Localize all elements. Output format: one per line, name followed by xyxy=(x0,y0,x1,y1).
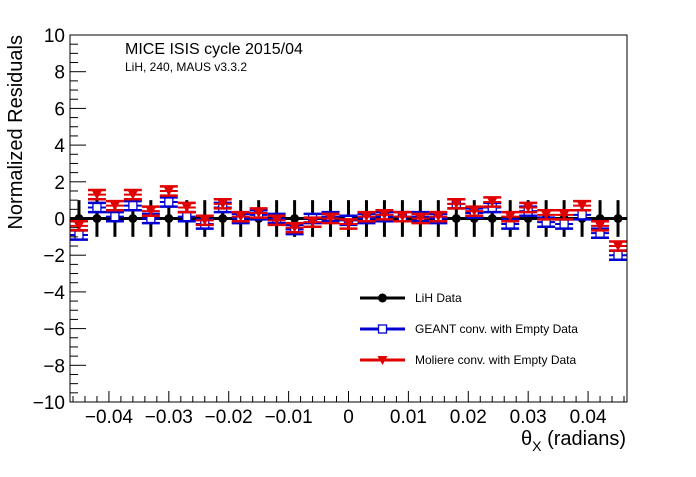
x-tick-label: 0.02 xyxy=(450,407,487,428)
data-point xyxy=(613,250,623,260)
y-tick-label: 0 xyxy=(54,210,65,231)
x-tick-label: −0.04 xyxy=(85,407,134,428)
data-point xyxy=(577,201,588,211)
data-point xyxy=(181,203,192,213)
y-tick-label: 4 xyxy=(54,136,65,157)
legend-entry: GEANT conv. with Empty Data xyxy=(360,322,578,336)
x-tick-label: 0.01 xyxy=(390,407,427,428)
data-point xyxy=(397,212,408,222)
legend: LiH Data GEANT conv. with Empty Data Molie… xyxy=(360,291,578,367)
data-point xyxy=(164,197,174,207)
x-tick-label: 0 xyxy=(343,407,354,428)
y-tick-label: −8 xyxy=(43,356,65,377)
data-point xyxy=(92,214,102,223)
x-tick-label: −0.01 xyxy=(265,407,313,428)
data-point xyxy=(91,190,102,200)
data-point xyxy=(307,218,318,228)
data-point xyxy=(487,197,498,207)
data-point xyxy=(377,356,388,365)
data-point xyxy=(595,221,606,231)
chart-subtitle: LiH, 240, MAUS v3.3.2 xyxy=(125,60,247,74)
axes: −0.04 −0.03 −0.02 −0.01 0 0.01 0.02 0.03 0.04 −10… xyxy=(33,26,625,428)
data-point xyxy=(469,207,480,217)
data-point xyxy=(577,210,587,220)
data-point xyxy=(343,220,354,230)
plot-marks xyxy=(70,185,627,262)
x-tick-label: −0.03 xyxy=(145,407,193,428)
y-tick-label: −4 xyxy=(43,283,65,304)
data-point xyxy=(74,230,84,240)
data-point xyxy=(253,208,264,218)
legend-label: Moliere conv. with Empty Data xyxy=(415,353,576,367)
x-tick-label: 0.04 xyxy=(570,407,607,428)
y-tick-label: −10 xyxy=(33,393,65,414)
data-point xyxy=(128,201,138,211)
data-point xyxy=(451,199,462,209)
legend-label: LiH Data xyxy=(415,291,462,305)
data-point xyxy=(289,223,300,233)
data-point xyxy=(325,214,336,224)
data-point xyxy=(379,210,390,220)
x-axis-label-unit: (radians) xyxy=(542,428,626,450)
data-point xyxy=(164,214,174,223)
legend-label: GEANT conv. with Empty Data xyxy=(415,322,578,336)
data-point xyxy=(271,216,282,226)
data-point xyxy=(541,210,552,220)
data-point xyxy=(128,214,138,223)
data-point xyxy=(127,190,138,200)
y-axis-label: Normalized Residuals xyxy=(5,35,27,230)
data-point xyxy=(109,201,120,211)
data-point xyxy=(217,199,228,209)
data-point xyxy=(559,210,570,220)
data-point xyxy=(290,214,300,223)
data-point xyxy=(145,207,156,217)
legend-entry: LiH Data xyxy=(360,291,462,305)
data-point xyxy=(378,293,387,303)
x-axis-label: θX (radians) xyxy=(521,428,626,454)
x-tick-label: 0.03 xyxy=(510,407,547,428)
data-point xyxy=(433,212,444,222)
y-tick-label: 8 xyxy=(54,63,65,84)
y-tick-label: −2 xyxy=(43,246,65,267)
y-tick-label: 2 xyxy=(54,173,65,194)
data-point xyxy=(218,214,228,223)
data-point xyxy=(199,216,210,226)
y-tick-label: −6 xyxy=(43,320,65,341)
series-2 xyxy=(70,185,627,252)
data-point xyxy=(613,242,624,252)
x-axis-label-subscript: X xyxy=(532,438,542,454)
data-point xyxy=(505,212,516,222)
data-point xyxy=(523,203,534,213)
data-point xyxy=(92,202,102,213)
data-point xyxy=(613,214,623,223)
data-point xyxy=(73,221,84,231)
data-point xyxy=(377,324,388,334)
data-point xyxy=(163,186,174,196)
data-point xyxy=(235,212,246,222)
data-point xyxy=(110,212,120,222)
legend-entry: Moliere conv. with Empty Data xyxy=(360,353,576,367)
data-point xyxy=(182,212,192,222)
data-point xyxy=(559,219,569,229)
x-tick-label: −0.02 xyxy=(205,407,253,428)
chart-title: MICE ISIS cycle 2015/04 xyxy=(125,41,303,58)
y-tick-label: 10 xyxy=(44,26,65,47)
x-axis-label-symbol: θ xyxy=(521,428,532,450)
y-tick-label: 6 xyxy=(54,99,65,120)
data-point xyxy=(361,212,372,222)
data-point xyxy=(487,214,497,223)
data-point xyxy=(451,214,461,223)
data-point xyxy=(415,214,426,224)
